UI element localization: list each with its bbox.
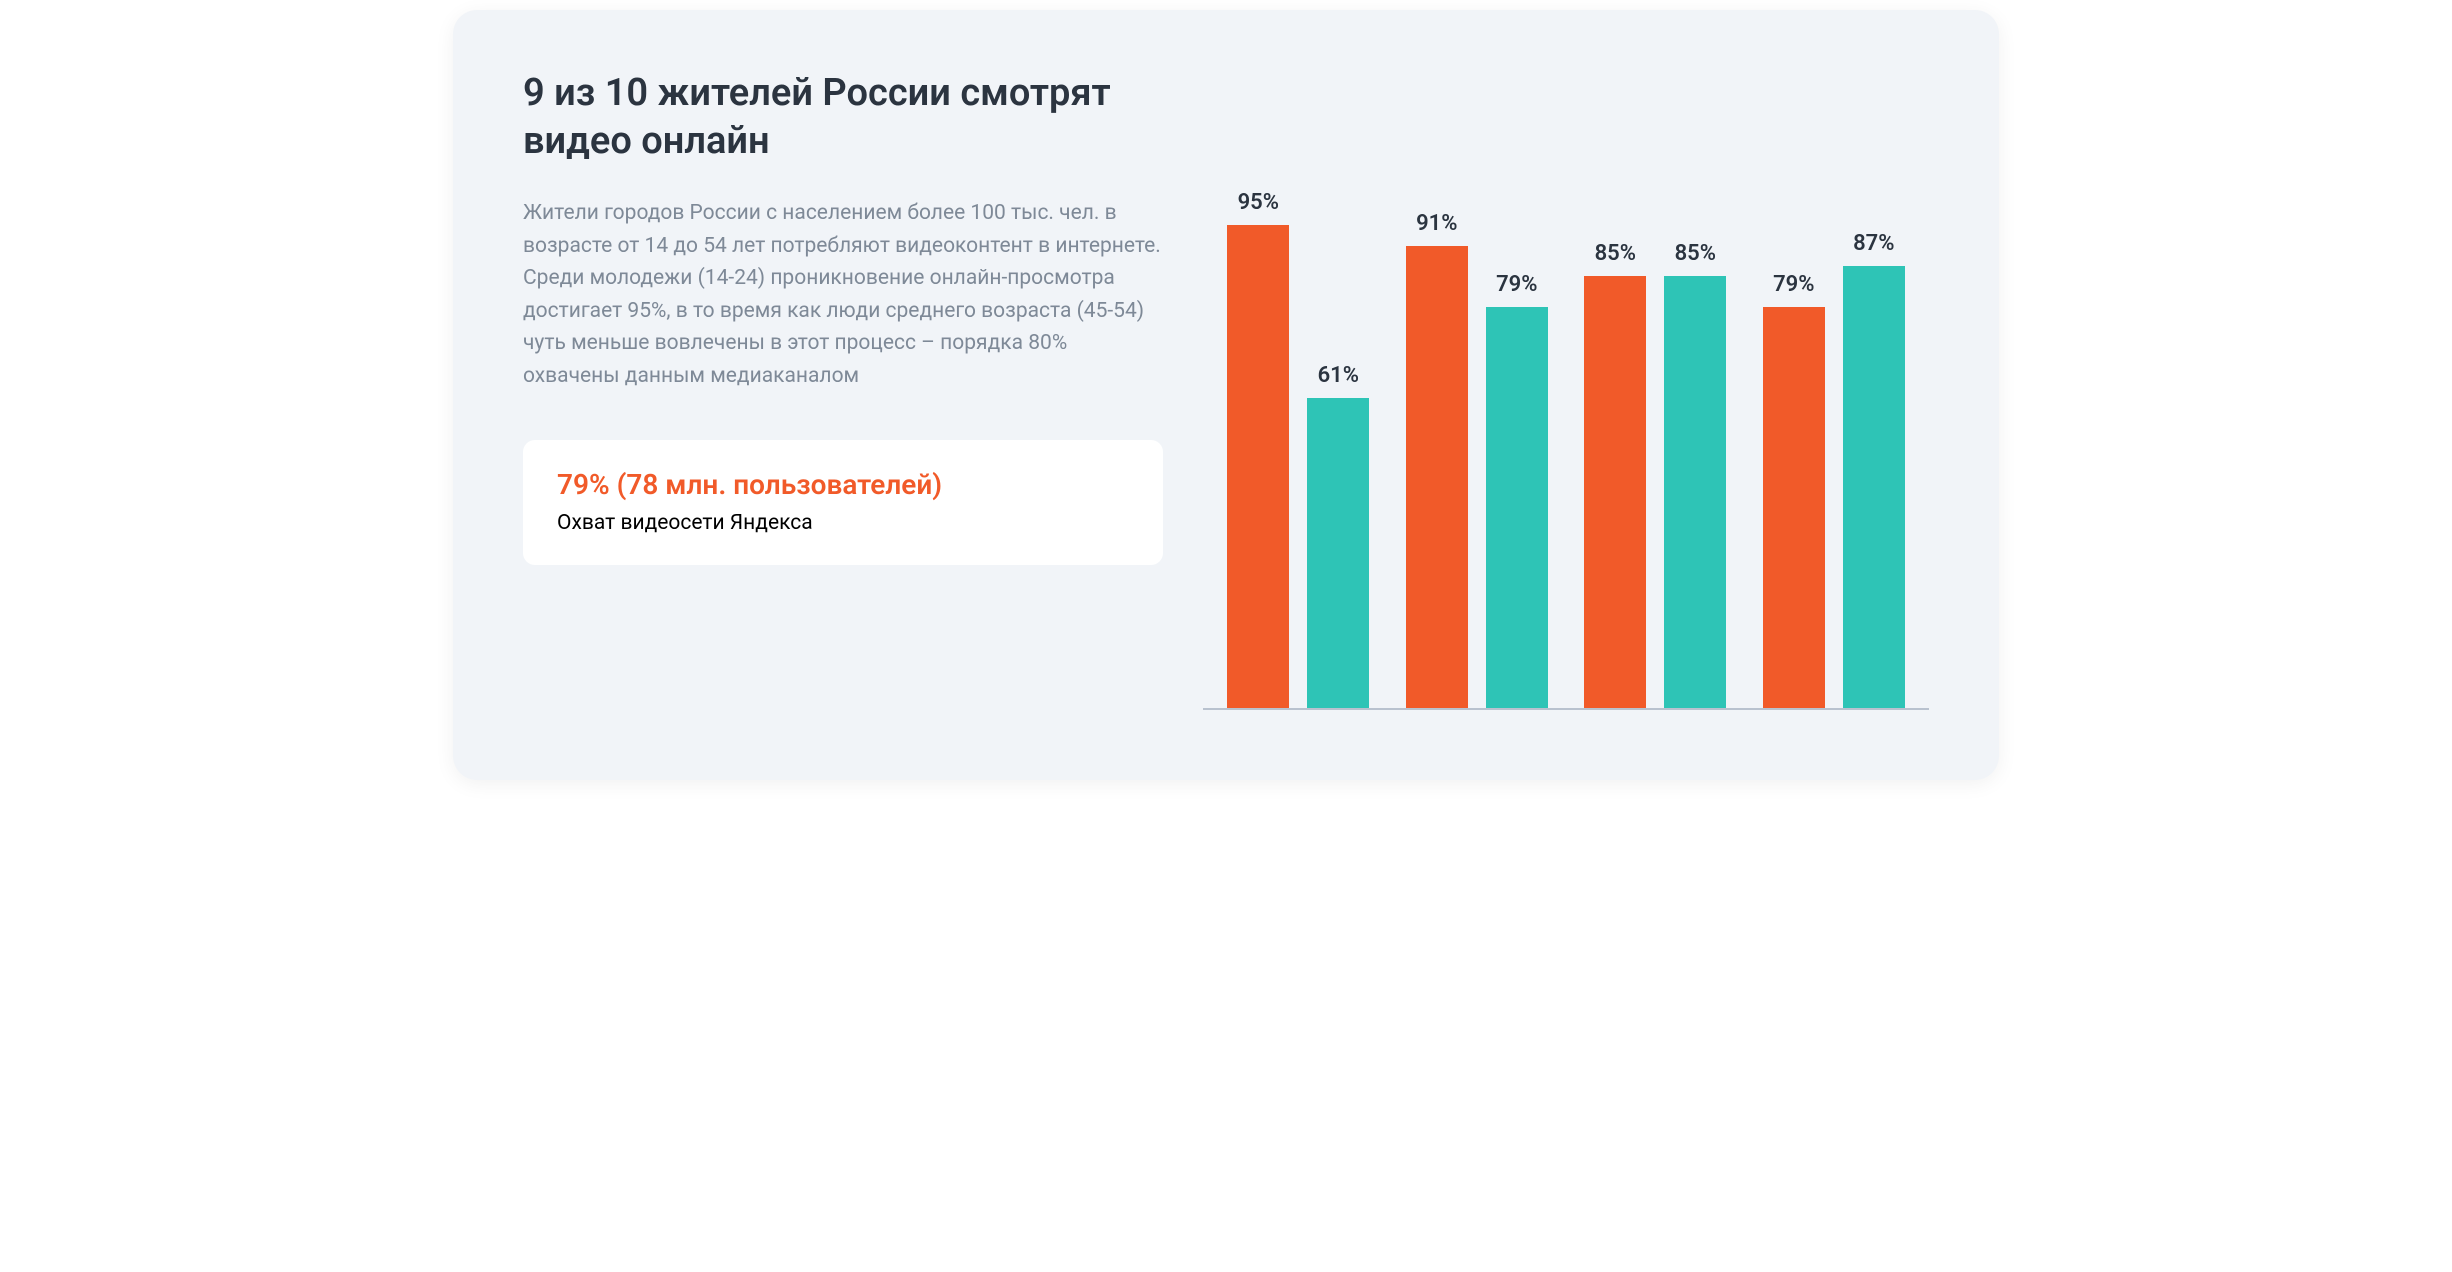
bar-group: 91% 79%: [1406, 211, 1548, 708]
x-axis-line: [1203, 708, 1929, 710]
bar-wrap: 87%: [1843, 231, 1905, 708]
highlight-caption: Охват видеосети Яндекса: [557, 511, 1129, 535]
bar-value-label: 85%: [1595, 241, 1636, 266]
highlight-box: 79% (78 млн. пользователей) Охват видеос…: [523, 440, 1163, 565]
bar-wrap: 79%: [1486, 272, 1548, 708]
bar: [1843, 266, 1905, 708]
bar: [1486, 307, 1548, 708]
bar-value-label: 79%: [1773, 272, 1814, 297]
bar-wrap: 61%: [1307, 363, 1369, 708]
left-column: 9 из 10 жителей России смотрят видео онл…: [523, 70, 1163, 710]
bar-wrap: 91%: [1406, 211, 1468, 708]
bar-wrap: 79%: [1763, 272, 1825, 708]
right-column: 95% 61% 91% 79% 85% 85% 79% 87%: [1203, 70, 1929, 710]
bar: [1227, 225, 1289, 708]
bar-value-label: 79%: [1496, 272, 1537, 297]
info-card: 9 из 10 жителей России смотрят видео онл…: [453, 10, 1999, 780]
card-title: 9 из 10 жителей России смотрят видео онл…: [523, 70, 1163, 165]
highlight-stat: 79% (78 млн. пользователей): [557, 468, 1129, 501]
bars-row: 95% 61% 91% 79% 85% 85% 79% 87%: [1203, 150, 1929, 708]
bar-group: 95% 61%: [1227, 190, 1369, 708]
bar-value-label: 85%: [1675, 241, 1716, 266]
bar-wrap: 85%: [1584, 241, 1646, 708]
bar-value-label: 61%: [1318, 363, 1359, 388]
bar-value-label: 87%: [1853, 231, 1894, 256]
bar-value-label: 91%: [1416, 211, 1457, 236]
bar-group: 85% 85%: [1584, 241, 1726, 708]
bar-chart: 95% 61% 91% 79% 85% 85% 79% 87%: [1203, 150, 1929, 710]
bar-group: 79% 87%: [1763, 231, 1905, 708]
bar: [1406, 246, 1468, 708]
bar: [1664, 276, 1726, 708]
bar-wrap: 95%: [1227, 190, 1289, 708]
bar: [1307, 398, 1369, 708]
bar: [1763, 307, 1825, 708]
bar-wrap: 85%: [1664, 241, 1726, 708]
card-body-text: Жители городов России с населением более…: [523, 197, 1163, 392]
bar: [1584, 276, 1646, 708]
bar-value-label: 95%: [1238, 190, 1279, 215]
